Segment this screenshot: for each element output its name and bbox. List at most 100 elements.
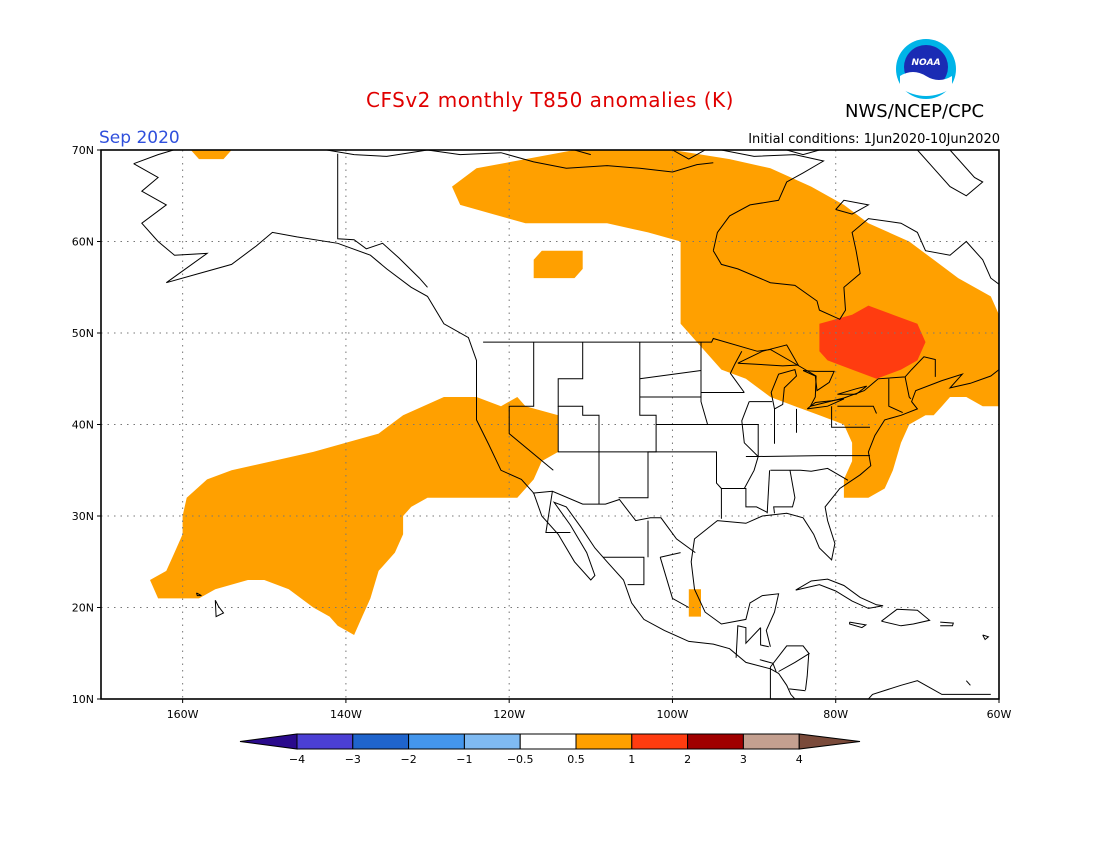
colorbar-arrow-high	[798, 733, 861, 750]
lon-tick-label: 80W	[823, 708, 848, 721]
colorbar-label: −1	[456, 753, 472, 766]
coastline-segment	[737, 344, 800, 367]
coastline-segment	[795, 578, 884, 609]
map-title: CFSv2 monthly T850 anomalies (K)	[366, 88, 734, 112]
colorbar-swatch	[519, 733, 577, 750]
colorbar-swatch	[408, 733, 465, 750]
lon-tick-label: 160W	[167, 708, 199, 721]
coastline-segment	[1004, 318, 1059, 362]
colorbar-label: 1	[628, 753, 635, 766]
coastline-segment	[133, 150, 714, 173]
lon-tick-label: 120W	[493, 708, 525, 721]
coastline-segment	[532, 490, 696, 554]
coastline-segment	[618, 342, 657, 499]
colorbar: −4 −3 −2 −1 −0.5 0.5 1 2 3 4	[239, 733, 861, 766]
coastline-segment	[672, 150, 706, 160]
coastline-segment	[741, 401, 759, 489]
coastline-segment	[550, 150, 591, 156]
lat-tick-label: 50N	[72, 327, 94, 340]
anomaly-region-canada-east-warm	[452, 150, 999, 498]
lat-tick-label: 40N	[72, 419, 94, 432]
coastline-segment	[982, 634, 990, 641]
colorbar-label: −4	[289, 753, 305, 766]
anomaly-region-caribbean-warm	[688, 589, 701, 617]
logo-gull	[900, 72, 952, 96]
colorbar-swatch	[296, 733, 354, 750]
colorbar-arrow-low	[239, 733, 298, 750]
coastline-segment	[766, 470, 771, 514]
colorbar-swatch	[742, 733, 800, 750]
lat-tick-label: 30N	[72, 510, 94, 523]
coastline-segment	[721, 488, 768, 513]
coastline-segment	[786, 150, 820, 156]
coastline-segment	[712, 218, 999, 320]
colorbar-swatch	[463, 733, 521, 750]
coastline-segment	[770, 368, 798, 410]
initial-conditions: Initial conditions: 1Jun2020-10Jun2020	[748, 132, 1000, 147]
coastline-segment	[835, 199, 870, 215]
colorbar-label: 4	[796, 753, 803, 766]
coastline-segment	[849, 621, 868, 629]
coastline-segment	[712, 150, 825, 251]
anomaly-region-great-lakes-hot	[819, 305, 926, 379]
coastline-segment	[214, 599, 225, 618]
lat-lon-grid	[101, 150, 999, 699]
coastline-segment	[881, 608, 931, 627]
coastline-segment	[965, 680, 971, 686]
coastline-segment	[659, 557, 690, 608]
coastline-segment	[603, 556, 645, 586]
anomaly-region-hudson-bay-west-warm	[533, 250, 583, 279]
coastline-segment	[778, 652, 810, 672]
coastline-segment	[735, 625, 761, 658]
coastline-segment	[837, 385, 868, 395]
coastline-segment	[760, 627, 769, 648]
colorbar-swatch	[575, 733, 633, 750]
colorbar-swatch	[687, 733, 744, 750]
coastline-segment	[196, 592, 202, 597]
lat-tick-label: 70N	[72, 144, 94, 157]
coastline-segment	[660, 552, 681, 558]
noaa-logo: NOAA	[896, 39, 956, 99]
anomaly-fields	[150, 150, 999, 635]
coastline-segment	[557, 406, 722, 519]
colorbar-label: −0.5	[507, 753, 534, 766]
lon-tick-label: 60W	[987, 708, 1012, 721]
coastlines-and-borders	[133, 150, 1059, 699]
coastline-segment	[806, 398, 845, 410]
coastline-segment	[337, 153, 428, 288]
anomaly-region-subtropical-pacific-warm	[150, 397, 559, 635]
colorbar-swatch	[631, 733, 689, 750]
colorbar-label: −2	[400, 753, 416, 766]
coastline-segment	[917, 150, 984, 197]
coastline-segment	[759, 659, 777, 672]
coastline-segment	[940, 621, 954, 627]
logo-text: NOAA	[911, 58, 940, 68]
map-axes: 70N 60N 50N 40N 30N 20N 10N 160W 140W 120W 100W 80W…	[72, 144, 1012, 721]
coastline-segment	[789, 688, 806, 692]
lon-tick-label: 100W	[657, 708, 689, 721]
agency-label: NWS/NCEP/CPC	[845, 101, 985, 122]
coastline-segment	[888, 378, 903, 414]
coastline-segment	[837, 405, 877, 414]
lat-tick-label: 20N	[72, 602, 94, 615]
lat-tick-label: 60N	[72, 236, 94, 249]
colorbar-label: 2	[684, 753, 691, 766]
coastline-segment	[802, 370, 835, 392]
coastline-segment	[769, 645, 810, 699]
coastline-segment	[639, 370, 702, 380]
anomaly-region-alaska-nw-warm	[190, 150, 232, 160]
coastline-segment	[729, 351, 745, 393]
colorbar-label: 3	[740, 753, 747, 766]
coastline-segment	[508, 342, 554, 471]
coastline-segment	[557, 342, 600, 505]
colorbar-swatch	[352, 733, 410, 750]
coastline-segment	[690, 369, 999, 647]
forecast-month: Sep 2020	[99, 128, 180, 148]
map-plot-area	[101, 150, 1059, 699]
lat-tick-label: 10N	[72, 693, 94, 706]
coastline-segment	[831, 406, 870, 428]
coastline-segment	[545, 491, 571, 533]
lon-tick-label: 140W	[330, 708, 362, 721]
coastline-segment	[770, 467, 849, 481]
